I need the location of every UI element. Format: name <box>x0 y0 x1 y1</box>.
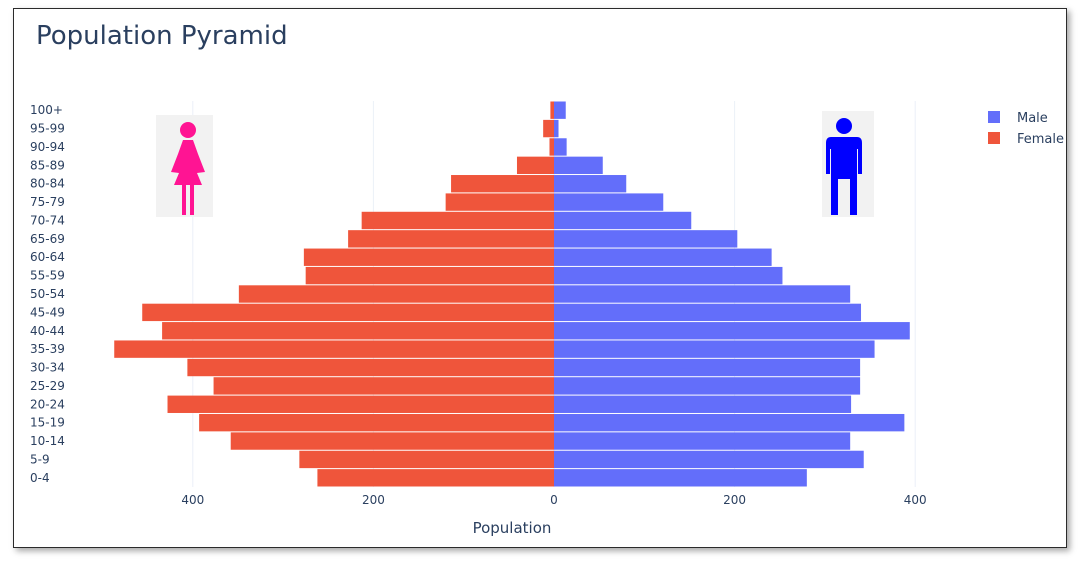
bar-male-5-9[interactable] <box>554 450 864 469</box>
bar-male-85-89[interactable] <box>554 156 603 175</box>
bar-female-90-94[interactable] <box>549 138 554 156</box>
bar-male-100+[interactable] <box>554 101 566 119</box>
bar-female-20-24[interactable] <box>167 395 555 413</box>
y-tick-label: 50-54 <box>30 287 65 301</box>
y-tick-label: 25-29 <box>30 379 65 393</box>
legend-label-female: Female <box>1017 132 1064 147</box>
bar-male-45-49[interactable] <box>554 303 862 322</box>
bar-female-100+[interactable] <box>550 101 554 119</box>
x-tick-label: 200 <box>723 493 746 507</box>
x-axis-title: Population <box>473 519 552 537</box>
y-tick-label: 90-94 <box>30 140 65 154</box>
bar-male-0-4[interactable] <box>554 469 807 487</box>
bar-female-70-74[interactable] <box>361 211 554 230</box>
y-tick-label: 20-24 <box>30 397 65 411</box>
y-tick-label: 45-49 <box>30 305 65 319</box>
bar-male-40-44[interactable] <box>554 322 910 340</box>
y-tick-label: 15-19 <box>30 416 65 430</box>
bar-male-80-84[interactable] <box>554 175 627 193</box>
bar-female-0-4[interactable] <box>317 469 554 487</box>
female-figure-icon <box>156 115 213 217</box>
bar-female-55-59[interactable] <box>305 266 554 285</box>
y-tick-label: 100+ <box>30 103 63 117</box>
male-figure-icon <box>822 111 874 217</box>
bar-male-75-79[interactable] <box>554 193 664 211</box>
x-tick-label: 400 <box>181 493 204 507</box>
y-tick-labels: 0-4 5-9 10-14 15-19 20-24 25-29 30-34 35-39 40-4… <box>30 103 65 485</box>
bar-male-65-69[interactable] <box>554 230 738 248</box>
y-tick-label: 75-79 <box>30 195 65 209</box>
bar-male-90-94[interactable] <box>554 138 567 156</box>
bar-male-60-64[interactable] <box>554 248 772 266</box>
x-tick-label: 400 <box>904 493 927 507</box>
y-tick-label: 70-74 <box>30 213 65 227</box>
bar-female-15-19[interactable] <box>199 413 554 432</box>
legend-label-male: Male <box>1017 111 1048 126</box>
bar-female-75-79[interactable] <box>445 193 554 211</box>
y-tick-label: 85-89 <box>30 158 65 172</box>
bar-female-85-89[interactable] <box>516 156 554 175</box>
y-tick-label: 95-99 <box>30 122 65 136</box>
y-tick-label: 40-44 <box>30 324 65 338</box>
bar-male-70-74[interactable] <box>554 211 692 230</box>
bar-male-10-14[interactable] <box>554 432 851 450</box>
x-tick-label: 0 <box>550 493 558 507</box>
bar-male-95-99[interactable] <box>554 119 559 138</box>
x-tick-labels: 400 200 0 200 400 <box>181 493 926 507</box>
chart-frame: Population Pyramid 0-4 5-9 10-14 15-19 20-24… <box>13 8 1067 548</box>
bar-female-25-29[interactable] <box>213 377 554 395</box>
y-tick-label: 80-84 <box>30 177 65 191</box>
y-tick-label: 10-14 <box>30 434 65 448</box>
population-pyramid-chart: Population Pyramid 0-4 5-9 10-14 15-19 20-24… <box>30 21 1064 537</box>
bar-male-50-54[interactable] <box>554 285 851 303</box>
bar-male-20-24[interactable] <box>554 395 852 413</box>
bar-male-25-29[interactable] <box>554 377 861 395</box>
y-tick-label: 60-64 <box>30 250 65 264</box>
legend[interactable]: Male Female <box>988 111 1064 147</box>
bar-female-10-14[interactable] <box>230 432 554 450</box>
legend-item-female[interactable]: Female <box>988 132 1064 147</box>
bar-female-40-44[interactable] <box>162 322 554 340</box>
bar-female-35-39[interactable] <box>114 340 554 358</box>
bar-female-45-49[interactable] <box>142 303 554 322</box>
y-tick-label: 55-59 <box>30 269 65 283</box>
bar-female-5-9[interactable] <box>299 450 554 469</box>
bar-female-30-34[interactable] <box>187 358 554 377</box>
bar-female-50-54[interactable] <box>238 285 554 303</box>
bar-male-15-19[interactable] <box>554 413 905 432</box>
bar-female-80-84[interactable] <box>451 175 554 193</box>
bar-male-30-34[interactable] <box>554 358 861 377</box>
bar-female-60-64[interactable] <box>303 248 554 266</box>
legend-swatch-female <box>988 132 1000 144</box>
bar-female-95-99[interactable] <box>543 119 554 138</box>
x-tick-label: 200 <box>362 493 385 507</box>
y-tick-label: 30-34 <box>30 361 65 375</box>
legend-item-male[interactable]: Male <box>988 111 1048 126</box>
y-tick-label: 35-39 <box>30 342 65 356</box>
bar-male-35-39[interactable] <box>554 340 875 358</box>
chart-title: Population Pyramid <box>36 21 288 51</box>
legend-swatch-male <box>988 111 1000 123</box>
y-tick-label: 0-4 <box>30 471 50 485</box>
bars <box>114 101 910 487</box>
y-tick-label: 5-9 <box>30 452 50 466</box>
bar-male-55-59[interactable] <box>554 266 783 285</box>
y-tick-label: 65-69 <box>30 232 65 246</box>
bar-female-65-69[interactable] <box>348 230 554 248</box>
